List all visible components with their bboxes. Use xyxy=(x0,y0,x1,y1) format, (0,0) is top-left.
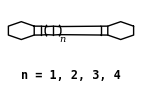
Text: n: n xyxy=(60,36,66,44)
Text: n = 1, 2, 3, 4: n = 1, 2, 3, 4 xyxy=(21,69,121,82)
